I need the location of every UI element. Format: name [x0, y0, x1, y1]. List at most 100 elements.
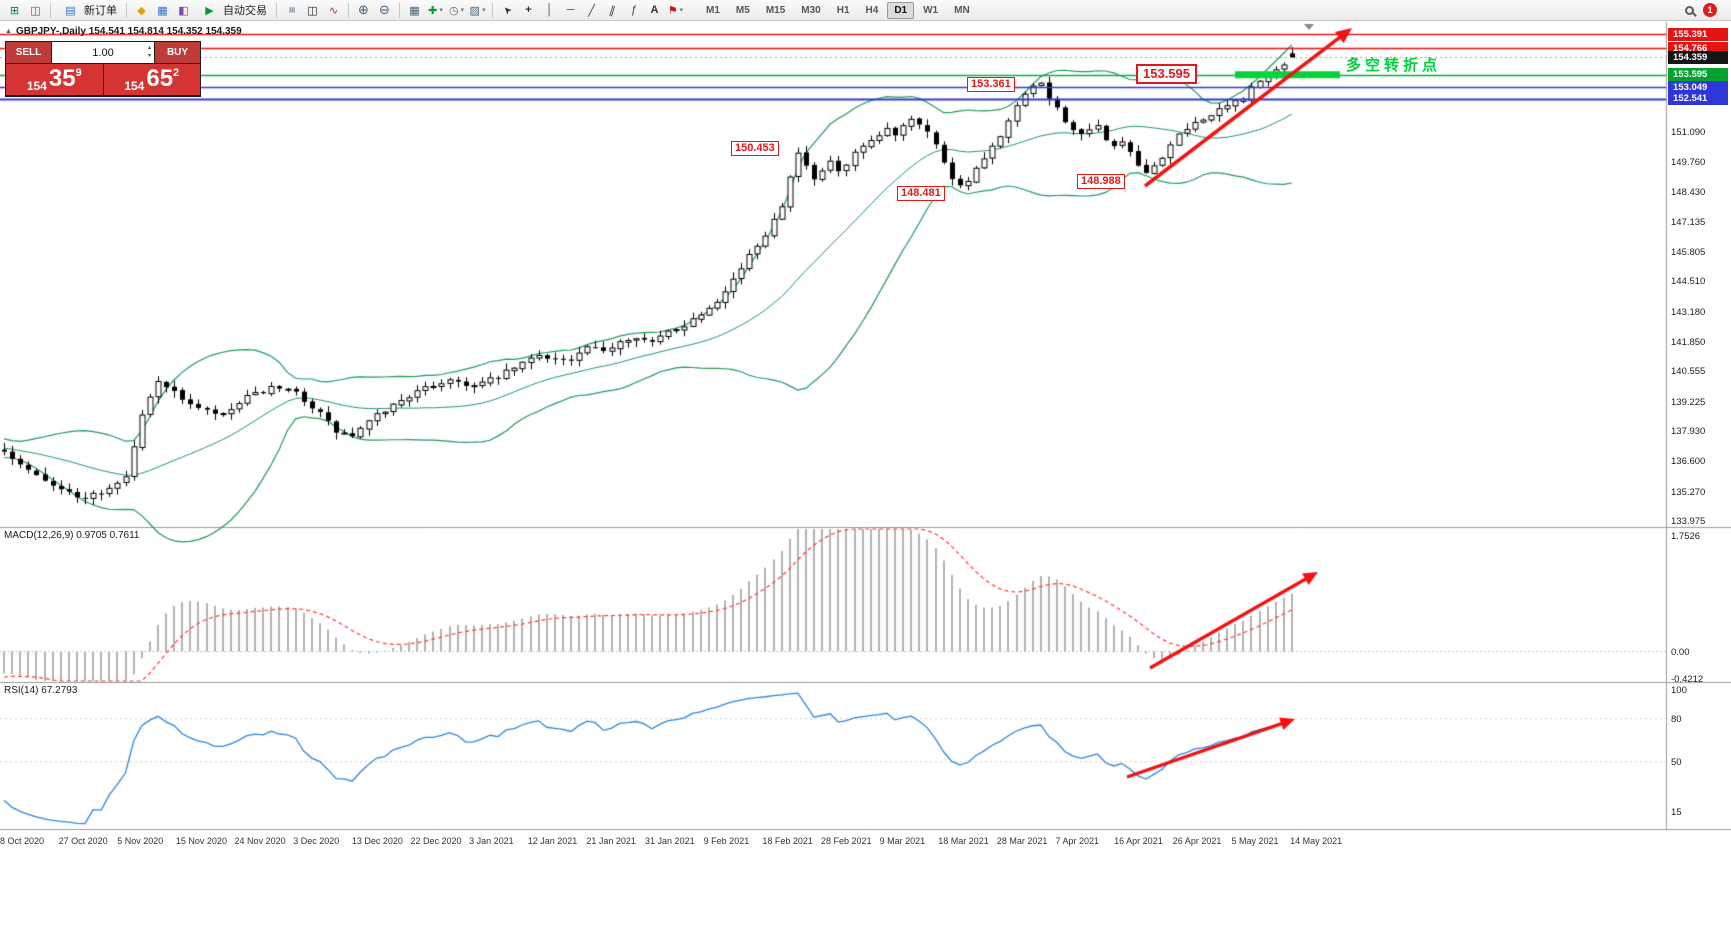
date-label: 14 May 2021	[1290, 836, 1343, 846]
bar-chart-icon[interactable]: ≡	[285, 6, 298, 14]
rsi-scale-value: 100	[1671, 685, 1687, 696]
price-tag-152.541: 152.541	[1668, 92, 1728, 106]
arrows-tool-icon[interactable]: ⚑ ▾	[667, 4, 684, 17]
timeframe-D1[interactable]: D1	[887, 1, 915, 19]
trendline-icon[interactable]: ╱	[588, 4, 595, 17]
symbol-marker-icon: ▲	[5, 28, 12, 35]
new-order-icon[interactable]: ▤	[65, 4, 76, 17]
price-scale-value: 140.555	[1671, 366, 1706, 378]
date-label: 8 Oct 2020	[0, 836, 45, 846]
timeframe-M30[interactable]: M30	[801, 4, 821, 16]
toolbar-separator	[276, 2, 277, 18]
new-chart-icon[interactable]: ⊞	[9, 4, 20, 17]
bid-sup: 9	[75, 67, 82, 79]
timeframe-M15[interactable]: M15	[765, 4, 786, 16]
tile-windows-icon[interactable]: ▦	[409, 4, 420, 17]
timeframe-H4[interactable]: H4	[865, 4, 879, 16]
date-label: 7 Apr 2021	[1055, 836, 1100, 846]
price-annotation-148.988[interactable]: 148.988	[1077, 174, 1125, 189]
indicators-icon[interactable]: ✚ ▾	[428, 4, 443, 17]
buy-price[interactable]: 154 65 2	[103, 64, 200, 95]
date-label: 12 Jan 2021	[527, 836, 578, 846]
templates-dropdown-icon[interactable]: ▾	[481, 7, 486, 14]
price-annotation-153.595[interactable]: 153.595	[1136, 64, 1197, 84]
date-label: 26 Apr 2021	[1172, 836, 1222, 846]
price-annotation-150.453[interactable]: 150.453	[731, 141, 779, 156]
autotrade-play-icon[interactable]: ▶	[205, 4, 214, 17]
rsi-indicator-label: RSI(14) 67.2793	[4, 685, 78, 696]
metaeditor-icon[interactable]: ◆	[137, 4, 146, 17]
rsi-scale-value: 80	[1671, 713, 1682, 725]
candlestick-chart-icon[interactable]: ◫	[307, 4, 318, 17]
toolbar-separator	[492, 2, 493, 18]
ask-big: 65	[146, 65, 174, 92]
zoom-in-icon[interactable]: ⊕	[358, 2, 369, 17]
chart-title: ▲ GBPJPY-,Daily 154.541 154.814 154.352 …	[5, 26, 242, 37]
date-label: 31 Jan 2021	[645, 836, 695, 846]
date-label: 28 Feb 2021	[820, 836, 872, 846]
price-tag-154.359: 154.359	[1668, 50, 1728, 64]
notification-badge[interactable]: 1	[1703, 3, 1717, 17]
price-scale-value: 144.510	[1671, 276, 1706, 288]
sell-price[interactable]: 154 35 9	[6, 64, 103, 95]
date-label: 18 Mar 2021	[938, 836, 989, 846]
arrows-tool-dropdown-icon[interactable]: ▾	[679, 7, 684, 14]
indicators-dropdown-icon[interactable]: ▾	[439, 7, 443, 14]
date-label: 9 Feb 2021	[703, 836, 750, 846]
one-click-trading-panel: SELL 1.00 ▴ ▾ BUY 154 35 9 154 65 2	[5, 41, 201, 97]
price-scale-value: 137.930	[1671, 426, 1706, 438]
macd-scale-value: 0.00	[1671, 646, 1690, 658]
autotrade-button[interactable]: ▶ 自动交易	[195, 1, 271, 19]
date-label: 9 Mar 2021	[879, 836, 926, 846]
horizontal-line-icon[interactable]: ─	[566, 4, 575, 16]
volume-input[interactable]: 1.00 ▴ ▾	[52, 42, 154, 63]
buy-button[interactable]: BUY	[155, 42, 200, 63]
price-scale-value: 143.180	[1671, 306, 1706, 318]
price-scale-value: 147.135	[1671, 216, 1706, 228]
price-tag-153.595: 153.595	[1668, 68, 1728, 82]
cursor-icon[interactable]: ➤	[500, 3, 515, 17]
zoom-out-icon[interactable]: ⊖	[379, 2, 390, 17]
vertical-line-icon[interactable]: │	[546, 4, 553, 16]
volume-value: 1.00	[92, 46, 114, 59]
date-label: 16 Apr 2021	[1114, 836, 1163, 846]
market-watch-icon[interactable]: ▦	[157, 4, 168, 17]
templates-icon[interactable]: ▨ ▾	[469, 4, 486, 17]
price-annotation-153.361[interactable]: 153.361	[967, 77, 1015, 92]
main-toolbar: ⊞ ◫ ▤ 新订单 ◆ ▦ ◧ ▶ 自动交易 ≡ ◫ ∿ ⊕ ⊖ ▦ ✚ ▾ ◷ ▾ ▨ ▾ ➤ + │ ─ ╱ ∥ ƒ A ⚑ ▾ M1 M5…	[0, 0, 1731, 21]
rsi-scale-value: 50	[1671, 756, 1682, 768]
channel-icon[interactable]: ∥	[607, 3, 617, 18]
new-order-label: 新订单	[84, 5, 117, 17]
price-scale-value: 148.430	[1671, 187, 1706, 199]
timeframe-W1[interactable]: W1	[923, 4, 939, 16]
price-annotation-148.481[interactable]: 148.481	[897, 186, 945, 201]
line-chart-icon[interactable]: ∿	[328, 4, 339, 17]
toolbar-right-group: 1	[1685, 3, 1717, 17]
sell-button[interactable]: SELL	[6, 42, 51, 63]
periods-icon[interactable]: ◷ ▾	[448, 4, 465, 17]
date-label: 3 Dec 2020	[293, 836, 340, 846]
price-tag-155.391: 155.391	[1668, 27, 1728, 41]
timeframe-M5[interactable]: M5	[735, 4, 750, 16]
text-tool-icon[interactable]: A	[650, 4, 659, 16]
profiles-icon[interactable]: ◫	[30, 4, 41, 17]
rsi-scale-value: 15	[1671, 807, 1682, 818]
toolbar-separator	[50, 2, 51, 18]
timeframe-MN[interactable]: MN	[954, 4, 970, 16]
timeframe-H1[interactable]: H1	[836, 4, 850, 16]
date-label: 22 Dec 2020	[410, 836, 462, 846]
date-label: 18 Feb 2021	[762, 836, 813, 846]
volume-spinner[interactable]: ▴ ▾	[147, 45, 151, 59]
ask-main: 154	[124, 79, 145, 93]
navigator-icon[interactable]: ◧	[178, 4, 189, 17]
date-label: 24 Nov 2020	[234, 836, 286, 846]
timeframe-M1[interactable]: M1	[706, 4, 720, 16]
periods-dropdown-icon[interactable]: ▾	[460, 7, 465, 14]
fibonacci-icon[interactable]: ƒ	[630, 4, 637, 16]
search-icon[interactable]	[1685, 5, 1694, 15]
turning-point-annotation[interactable]: 多空转折点	[1346, 57, 1442, 74]
crosshair-icon[interactable]: +	[525, 4, 532, 16]
new-order-button[interactable]: ▤ 新订单	[56, 1, 121, 19]
chart-ohlc-readout: GBPJPY-,Daily 154.541 154.814 154.352 15…	[15, 26, 242, 37]
